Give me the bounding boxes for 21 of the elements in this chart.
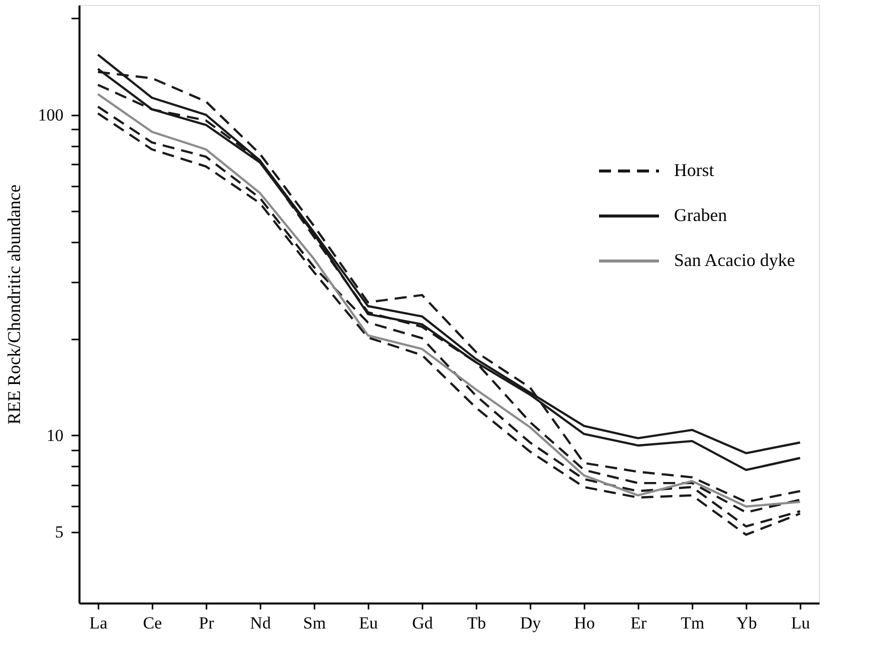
legend-label: Horst — [674, 160, 714, 180]
legend-label: Graben — [674, 205, 727, 225]
x-tick-label: Gd — [412, 614, 434, 632]
x-tick-label: Sm — [303, 614, 326, 632]
x-tick-label: Ce — [142, 614, 162, 632]
x-tick-label: Yb — [736, 614, 757, 632]
x-tick-label: Ho — [574, 614, 595, 632]
x-tick-label: Dy — [520, 614, 542, 632]
y-tick-label: 5 — [55, 522, 64, 542]
x-tick-label: Eu — [359, 614, 378, 632]
y-tick-label: 100 — [38, 105, 64, 124]
y-axis-title: REE Rock/Chondritic abundance — [4, 184, 24, 424]
legend-label: San Acacio dyke — [674, 250, 795, 270]
y-tick-label: 10 — [46, 426, 64, 445]
x-tick-label: Tm — [680, 614, 704, 632]
x-tick-label: Er — [630, 614, 647, 632]
x-tick-label: Tb — [467, 614, 486, 632]
x-tick-label: Lu — [791, 614, 811, 632]
x-tick-label: Pr — [198, 614, 214, 632]
x-tick-label: Nd — [250, 614, 272, 632]
x-tick-label: La — [89, 614, 108, 632]
